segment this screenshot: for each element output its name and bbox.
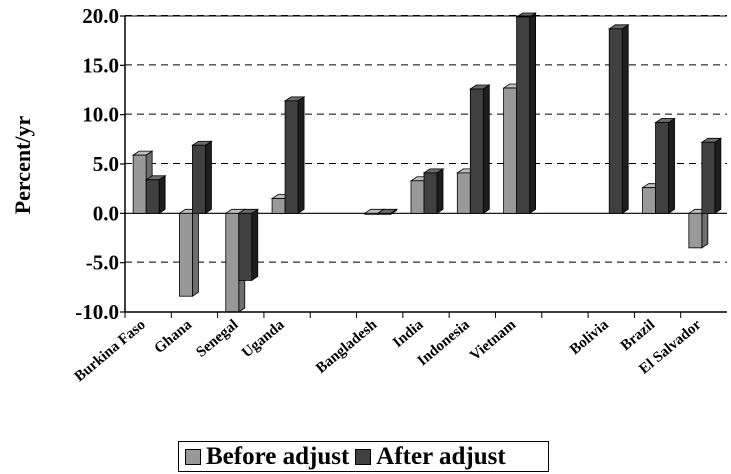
y-tick-label: -10.0 [75, 300, 119, 324]
bar [178, 208, 200, 297]
x-tick-label: Brazil [618, 317, 658, 354]
legend: Before adjust After adjust [178, 441, 549, 472]
bars [131, 12, 723, 313]
bar [468, 84, 491, 215]
bar [422, 168, 445, 215]
bar [654, 117, 676, 215]
x-tick-label: Senegal [193, 317, 241, 361]
gridlines [125, 15, 727, 263]
bar [607, 24, 630, 215]
bar [237, 208, 260, 282]
x-tick-label: Burkina Faso [72, 317, 149, 385]
x-tick-label: Bangladesh [313, 316, 381, 376]
bar [144, 175, 167, 215]
y-tick-label: 15.0 [82, 53, 119, 77]
bar [515, 12, 537, 215]
y-tick-label: 5.0 [93, 152, 119, 176]
x-tick-label: Ghana [152, 316, 196, 356]
x-tick-label: Bolivia [567, 316, 612, 358]
legend-item-after: After adjust [355, 442, 506, 471]
x-tick-label: Uganda [239, 316, 288, 361]
bar [687, 208, 710, 249]
legend-swatch-after [355, 448, 372, 465]
bar [283, 96, 306, 215]
y-axis-label: Percent/yr [10, 116, 35, 215]
x-tick-label: Indonesia [415, 316, 474, 369]
legend-label-after: After adjust [376, 442, 506, 470]
y-tick-label: -5.0 [86, 251, 119, 275]
legend-label-before: Before adjust [206, 442, 350, 470]
bar [376, 208, 399, 216]
bar [700, 137, 723, 215]
bar [191, 140, 213, 215]
x-tick-label: Vietnam [467, 316, 519, 364]
y-tick-label: 20.0 [82, 4, 119, 28]
y-tick-label: 10.0 [82, 103, 119, 127]
legend-swatch-before [185, 448, 201, 465]
x-tick-label: India [390, 316, 427, 351]
y-tick-label: 0.0 [93, 201, 119, 225]
legend-item-before: Before adjust [185, 443, 349, 471]
